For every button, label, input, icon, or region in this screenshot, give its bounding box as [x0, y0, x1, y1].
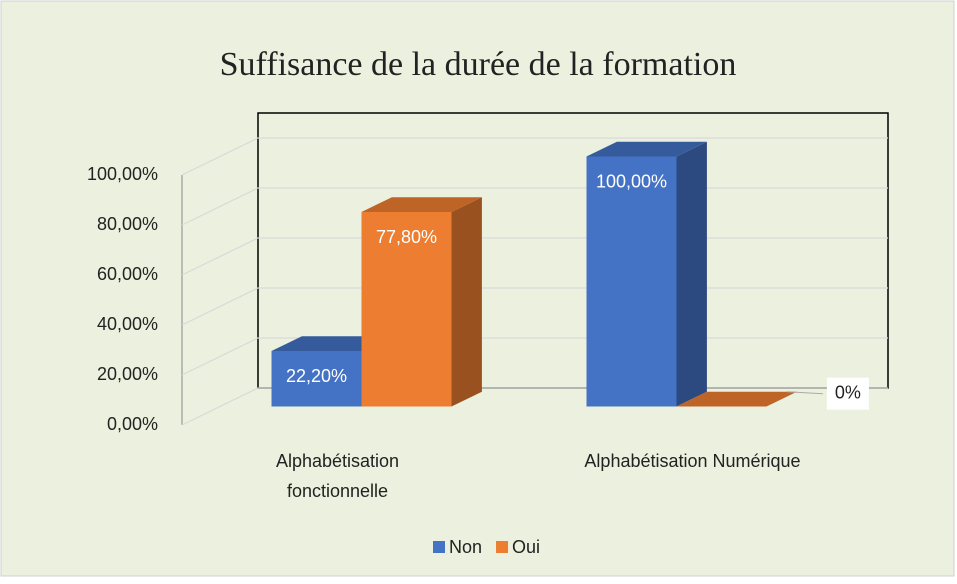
chart-title: Suffisance de la durée de la formation: [220, 46, 737, 83]
bar-side: [676, 141, 707, 407]
x-tick-label-line: fonctionnelle: [287, 481, 388, 501]
legend-swatch: [433, 541, 445, 553]
grid-line: [181, 137, 888, 176]
legend-label: Oui: [512, 537, 540, 557]
y-tick-label: 40,00%: [97, 314, 158, 334]
bar-top: [676, 391, 797, 407]
x-tick-label: Alphabétisation Numérique: [584, 451, 800, 471]
legend-swatch: [496, 541, 509, 553]
leader-line: [786, 391, 823, 395]
y-tick-label: 0,00%: [107, 414, 158, 434]
legend-label: Non: [449, 537, 482, 557]
bar-top: [361, 197, 482, 212]
x-tick-label: Alphabétisation fonctionnelle: [276, 451, 399, 501]
bar-side: [451, 197, 482, 407]
bar-top: [586, 141, 707, 157]
x-tick-label-line: Alphabétisation: [276, 451, 399, 471]
y-tick-label: 80,00%: [97, 214, 158, 234]
bar: [271, 351, 362, 407]
y-tick-label: 20,00%: [97, 364, 158, 384]
y-tick-label: 60,00%: [97, 264, 158, 284]
bar: [586, 156, 677, 407]
data-label: 22,20%: [286, 366, 347, 386]
data-label: 100,00%: [596, 171, 667, 191]
y-tick-label: 100,00%: [87, 164, 158, 184]
data-label: 0%: [835, 382, 861, 402]
data-label-box: [826, 377, 869, 410]
bar: [361, 212, 452, 407]
data-label: 77,80%: [376, 227, 437, 247]
